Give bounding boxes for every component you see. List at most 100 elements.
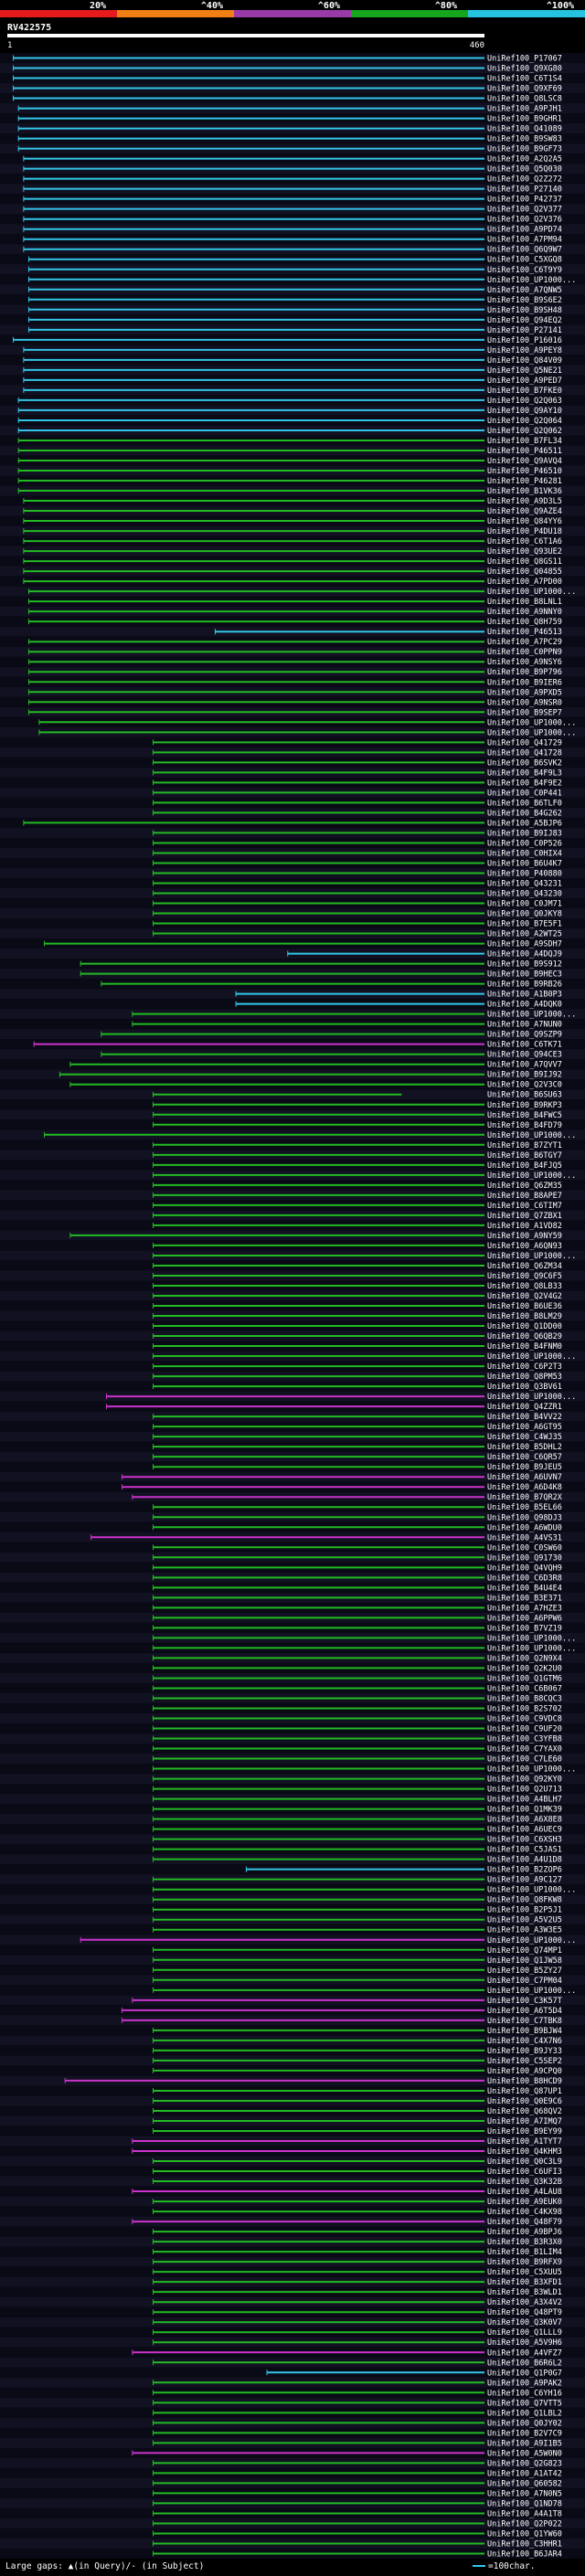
hit-label[interactable]: UniRef100_B9EY99 (487, 2127, 562, 2136)
hit-label[interactable]: UniRef100_Q94CE3 (487, 1051, 562, 1060)
hit-label[interactable]: UniRef100_Q94EQ2 (487, 316, 562, 325)
hit-label[interactable]: UniRef100_A9NY59 (487, 1232, 562, 1241)
hit-label[interactable]: UniRef100_Q41728 (487, 748, 562, 758)
hit-label[interactable]: UniRef100_P46511 (487, 447, 562, 456)
hit-label[interactable]: UniRef100_B9S912 (487, 960, 562, 970)
hit-label[interactable]: UniRef100_A9PD74 (487, 226, 562, 235)
hit-label[interactable]: UniRef100_A2Q2A5 (487, 155, 562, 164)
hit-label[interactable]: UniRef100_UP1000... (487, 1011, 576, 1020)
hit-label[interactable]: UniRef100_B4G262 (487, 809, 562, 818)
hit-label[interactable]: UniRef100_A6QN93 (487, 1242, 562, 1251)
hit-label[interactable]: UniRef100_A1B0P3 (487, 991, 562, 1000)
hit-label[interactable]: UniRef100_P46513 (487, 628, 562, 637)
hit-label[interactable]: UniRef100_C5XUU5 (487, 2268, 562, 2277)
hit-label[interactable]: UniRef100_P42737 (487, 196, 562, 205)
hit-label[interactable]: UniRef100_UP1000... (487, 728, 576, 737)
hit-label[interactable]: UniRef100_B9SW83 (487, 135, 562, 144)
hit-label[interactable]: UniRef100_A9C127 (487, 1876, 562, 1885)
hit-label[interactable]: UniRef100_C4KX98 (487, 2208, 562, 2217)
hit-label[interactable]: UniRef100_P4DU18 (487, 527, 562, 536)
hit-label[interactable]: UniRef100_A6PPW6 (487, 1614, 562, 1623)
hit-label[interactable]: UniRef100_A6X8E8 (487, 1816, 562, 1825)
hit-label[interactable]: UniRef100_Q93UE2 (487, 547, 562, 557)
hit-label[interactable]: UniRef100_B4VV22 (487, 1413, 562, 1422)
hit-label[interactable]: UniRef100_Q3BV61 (487, 1383, 562, 1392)
hit-label[interactable]: UniRef100_C5JAS1 (487, 1846, 562, 1855)
hit-label[interactable]: UniRef100_A7IMQ7 (487, 2117, 562, 2126)
hit-label[interactable]: UniRef100_Q0C3L9 (487, 2157, 562, 2167)
hit-label[interactable]: UniRef100_A1TYT7 (487, 2137, 562, 2147)
hit-label[interactable]: UniRef100_Q2V377 (487, 206, 562, 215)
hit-label[interactable]: UniRef100_C6B067 (487, 1684, 562, 1693)
hit-label[interactable]: UniRef100_P17067 (487, 55, 562, 64)
hit-label[interactable]: UniRef100_A7PC29 (487, 638, 562, 647)
hit-label[interactable]: UniRef100_A9NNY0 (487, 608, 562, 617)
hit-label[interactable]: UniRef100_C6TK71 (487, 1041, 562, 1050)
hit-label[interactable]: UniRef100_UP1000... (487, 1987, 576, 1996)
hit-label[interactable]: UniRef100_A5W0N0 (487, 2449, 562, 2458)
hit-label[interactable]: UniRef100_B4FNM0 (487, 1342, 562, 1352)
hit-label[interactable]: UniRef100_Q7ZBX1 (487, 1212, 562, 1221)
hit-label[interactable]: UniRef100_Q43231 (487, 879, 562, 888)
hit-label[interactable]: UniRef100_B6JAR4 (487, 2549, 562, 2559)
hit-label[interactable]: UniRef100_Q2G823 (487, 2459, 562, 2468)
hit-label[interactable]: UniRef100_Q0JKY8 (487, 910, 562, 919)
hit-label[interactable]: UniRef100_B9GF73 (487, 145, 562, 154)
hit-label[interactable]: UniRef100_Q6Q9W7 (487, 246, 562, 255)
hit-label[interactable]: UniRef100_B9IJ92 (487, 1071, 562, 1080)
hit-label[interactable]: UniRef100_Q41729 (487, 738, 562, 747)
hit-label[interactable]: UniRef100_Q91730 (487, 1553, 562, 1563)
hit-label[interactable]: UniRef100_Q1P0G7 (487, 2369, 562, 2378)
hit-label[interactable]: UniRef100_A9I1B5 (487, 2439, 562, 2448)
hit-label[interactable]: UniRef100_A5V9H6 (487, 2338, 562, 2348)
hit-label[interactable]: UniRef100_A1AT42 (487, 2469, 562, 2478)
hit-label[interactable]: UniRef100_Q6ZM35 (487, 1182, 562, 1191)
hit-label[interactable]: UniRef100_B1VK36 (487, 487, 562, 496)
hit-label[interactable]: UniRef100_B9SEP7 (487, 708, 562, 717)
hit-label[interactable]: UniRef100_P16016 (487, 336, 562, 345)
hit-label[interactable]: UniRef100_B9S6E2 (487, 296, 562, 305)
hit-label[interactable]: UniRef100_P40880 (487, 869, 562, 878)
hit-label[interactable]: UniRef100_B3E371 (487, 1594, 562, 1603)
hit-label[interactable]: UniRef100_A6T5D4 (487, 2007, 562, 2016)
hit-label[interactable]: UniRef100_A7QNW5 (487, 286, 562, 295)
hit-label[interactable]: UniRef100_B2V7C9 (487, 2429, 562, 2438)
hit-label[interactable]: UniRef100_A6WDU0 (487, 1523, 562, 1532)
hit-label[interactable]: UniRef100_A4U1D8 (487, 1856, 562, 1865)
hit-label[interactable]: UniRef100_C6YH16 (487, 2389, 562, 2398)
hit-label[interactable]: UniRef100_Q60582 (487, 2479, 562, 2488)
hit-label[interactable]: UniRef100_Q1LLL9 (487, 2328, 562, 2337)
hit-label[interactable]: UniRef100_B9RFX9 (487, 2258, 562, 2267)
hit-label[interactable]: UniRef100_Q2P022 (487, 2519, 562, 2528)
hit-label[interactable]: UniRef100_B1LIM4 (487, 2248, 562, 2257)
hit-label[interactable]: UniRef100_B7VZ19 (487, 1624, 562, 1633)
hit-label[interactable]: UniRef100_B9RKP3 (487, 1101, 562, 1110)
hit-label[interactable]: UniRef100_B2P5J1 (487, 1906, 562, 1915)
hit-label[interactable]: UniRef100_B9SH48 (487, 306, 562, 315)
hit-label[interactable]: UniRef100_A9PXD5 (487, 688, 562, 697)
hit-label[interactable]: UniRef100_Q8PM53 (487, 1373, 562, 1382)
hit-label[interactable]: UniRef100_Q68QV2 (487, 2107, 562, 2116)
hit-label[interactable]: UniRef100_B7ZYT1 (487, 1141, 562, 1150)
hit-label[interactable]: UniRef100_Q9AVQ4 (487, 457, 562, 466)
hit-label[interactable]: UniRef100_Q8LSC8 (487, 95, 562, 104)
hit-label[interactable]: UniRef100_B6UE36 (487, 1302, 562, 1311)
hit-label[interactable]: UniRef100_UP1000... (487, 1252, 576, 1261)
hit-label[interactable]: UniRef100_C6D3R8 (487, 1574, 562, 1583)
hit-label[interactable]: UniRef100_B9JY33 (487, 2047, 562, 2056)
hit-label[interactable]: UniRef100_Q9XG80 (487, 65, 562, 74)
hit-label[interactable]: UniRef100_A3X4V2 (487, 2298, 562, 2307)
hit-label[interactable]: UniRef100_B4U4E4 (487, 1584, 562, 1593)
hit-label[interactable]: UniRef100_Q2V376 (487, 216, 562, 225)
hit-label[interactable]: UniRef100_B6TGY7 (487, 1151, 562, 1161)
hit-label[interactable]: UniRef100_Q4KHM3 (487, 2147, 562, 2157)
hit-label[interactable]: UniRef100_Q1JW58 (487, 1956, 562, 1966)
hit-label[interactable]: UniRef100_Q0E9C6 (487, 2097, 562, 2106)
hit-label[interactable]: UniRef100_Q6QB29 (487, 1332, 562, 1341)
hit-label[interactable]: UniRef100_A6GT95 (487, 1423, 562, 1432)
hit-label[interactable]: UniRef100_B8APE7 (487, 1192, 562, 1201)
hit-label[interactable]: UniRef100_B8LNL1 (487, 598, 562, 607)
hit-label[interactable]: UniRef100_C6UFI3 (487, 2168, 562, 2177)
hit-label[interactable]: UniRef100_A6UEC9 (487, 1826, 562, 1835)
hit-label[interactable]: UniRef100_A9SDH7 (487, 940, 562, 949)
